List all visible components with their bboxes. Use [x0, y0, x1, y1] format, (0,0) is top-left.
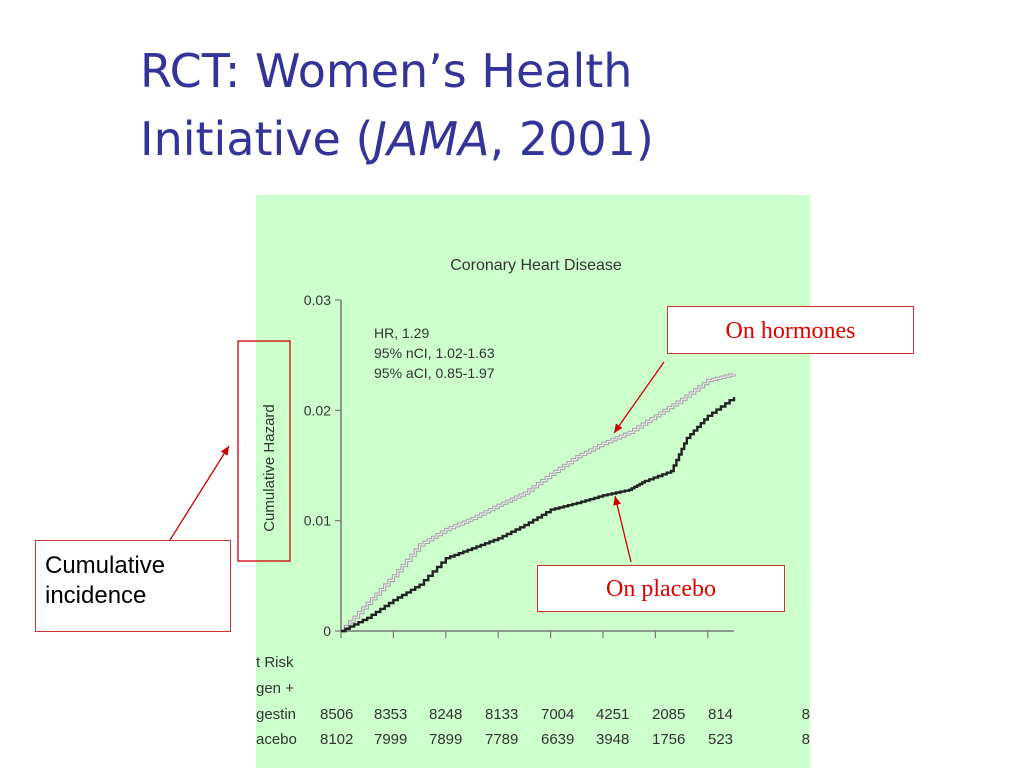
at-risk-cell: 814: [708, 706, 733, 723]
at-risk-cell: 7004: [541, 706, 574, 723]
stat-line-hr: HR, 1.29: [374, 325, 429, 341]
at-risk-cell: 3948: [596, 731, 629, 748]
at-risk-cell: 2085: [652, 706, 685, 723]
chart-axes: 0 0.01 0.02 0.03: [304, 292, 734, 639]
at-risk-cell: 7899: [429, 731, 462, 748]
at-risk-label-hormones-2: gestin: [256, 706, 296, 723]
y-tick-label: 0.02: [304, 402, 331, 418]
callout-incidence-line-2: incidence: [45, 582, 147, 609]
y-tick-label: 0.03: [304, 292, 331, 308]
slide-title: RCT: Women’s Health Initiative (JAMA, 20…: [140, 48, 654, 184]
at-risk-cell: 8506: [320, 706, 353, 723]
chart-figure: Coronary Heart Disease HR, 1.29 95% nCI,…: [256, 195, 810, 768]
at-risk-cell: 1756: [652, 731, 685, 748]
arrow-to-axis-label: [169, 445, 230, 541]
title-prefix: Initiative (: [140, 112, 374, 166]
chart-svg: Coronary Heart Disease HR, 1.29 95% nCI,…: [256, 257, 810, 748]
at-risk-cell: 8102: [320, 731, 353, 748]
title-suffix: , 2001): [489, 112, 654, 166]
stat-line-aci: 95% aCI, 0.85-1.97: [374, 365, 495, 381]
at-risk-cell: 8: [802, 706, 810, 723]
callout-cumulative-incidence: Cumulative incidence: [35, 540, 231, 632]
at-risk-cell: 8133: [485, 706, 518, 723]
at-risk-label-hormones-1: gen +: [256, 680, 294, 697]
at-risk-cell: 8248: [429, 706, 462, 723]
at-risk-values: 8506 8353 8248 8133 7004 4251 2085 814 8 8102 7999…: [320, 706, 810, 748]
at-risk-cell: 7999: [374, 731, 407, 748]
callout-hormones-text: On hormones: [725, 318, 856, 344]
at-risk-label-placebo: acebo: [256, 731, 297, 748]
y-tick-label: 0.01: [304, 513, 331, 529]
stat-line-nci: 95% nCI, 1.02-1.63: [374, 345, 495, 361]
title-line-1: RCT: Women’s Health: [140, 44, 633, 98]
series-layer: [341, 373, 736, 633]
at-risk-cell: 7789: [485, 731, 518, 748]
chart-title: Coronary Heart Disease: [450, 257, 622, 274]
callout-placebo-text: On placebo: [606, 576, 716, 602]
at-risk-cell: 4251: [596, 706, 629, 723]
at-risk-heading: t Risk: [256, 654, 294, 671]
arrow-to-hormones-line: [613, 361, 665, 434]
at-risk-cell: 8: [802, 731, 810, 748]
callout-incidence-line-1: Cumulative: [45, 552, 166, 579]
callout-hormones: On hormones: [667, 306, 914, 354]
at-risk-cell: 8353: [374, 706, 407, 723]
callout-placebo: On placebo: [537, 565, 785, 612]
at-risk-cell: 6639: [541, 731, 574, 748]
arrow-to-placebo-line: [613, 495, 632, 563]
axis-label-highlight-box: [237, 340, 291, 562]
at-risk-cell: 523: [708, 731, 733, 748]
series-hormones-inner: [341, 373, 735, 632]
series-placebo-line: [341, 397, 736, 633]
title-journal: JAMA: [373, 112, 490, 166]
y-tick-label: 0: [323, 623, 331, 639]
y-axis-label: Cumulative Hazard: [261, 404, 278, 532]
title-line-2: Initiative (JAMA, 2001): [140, 116, 654, 184]
